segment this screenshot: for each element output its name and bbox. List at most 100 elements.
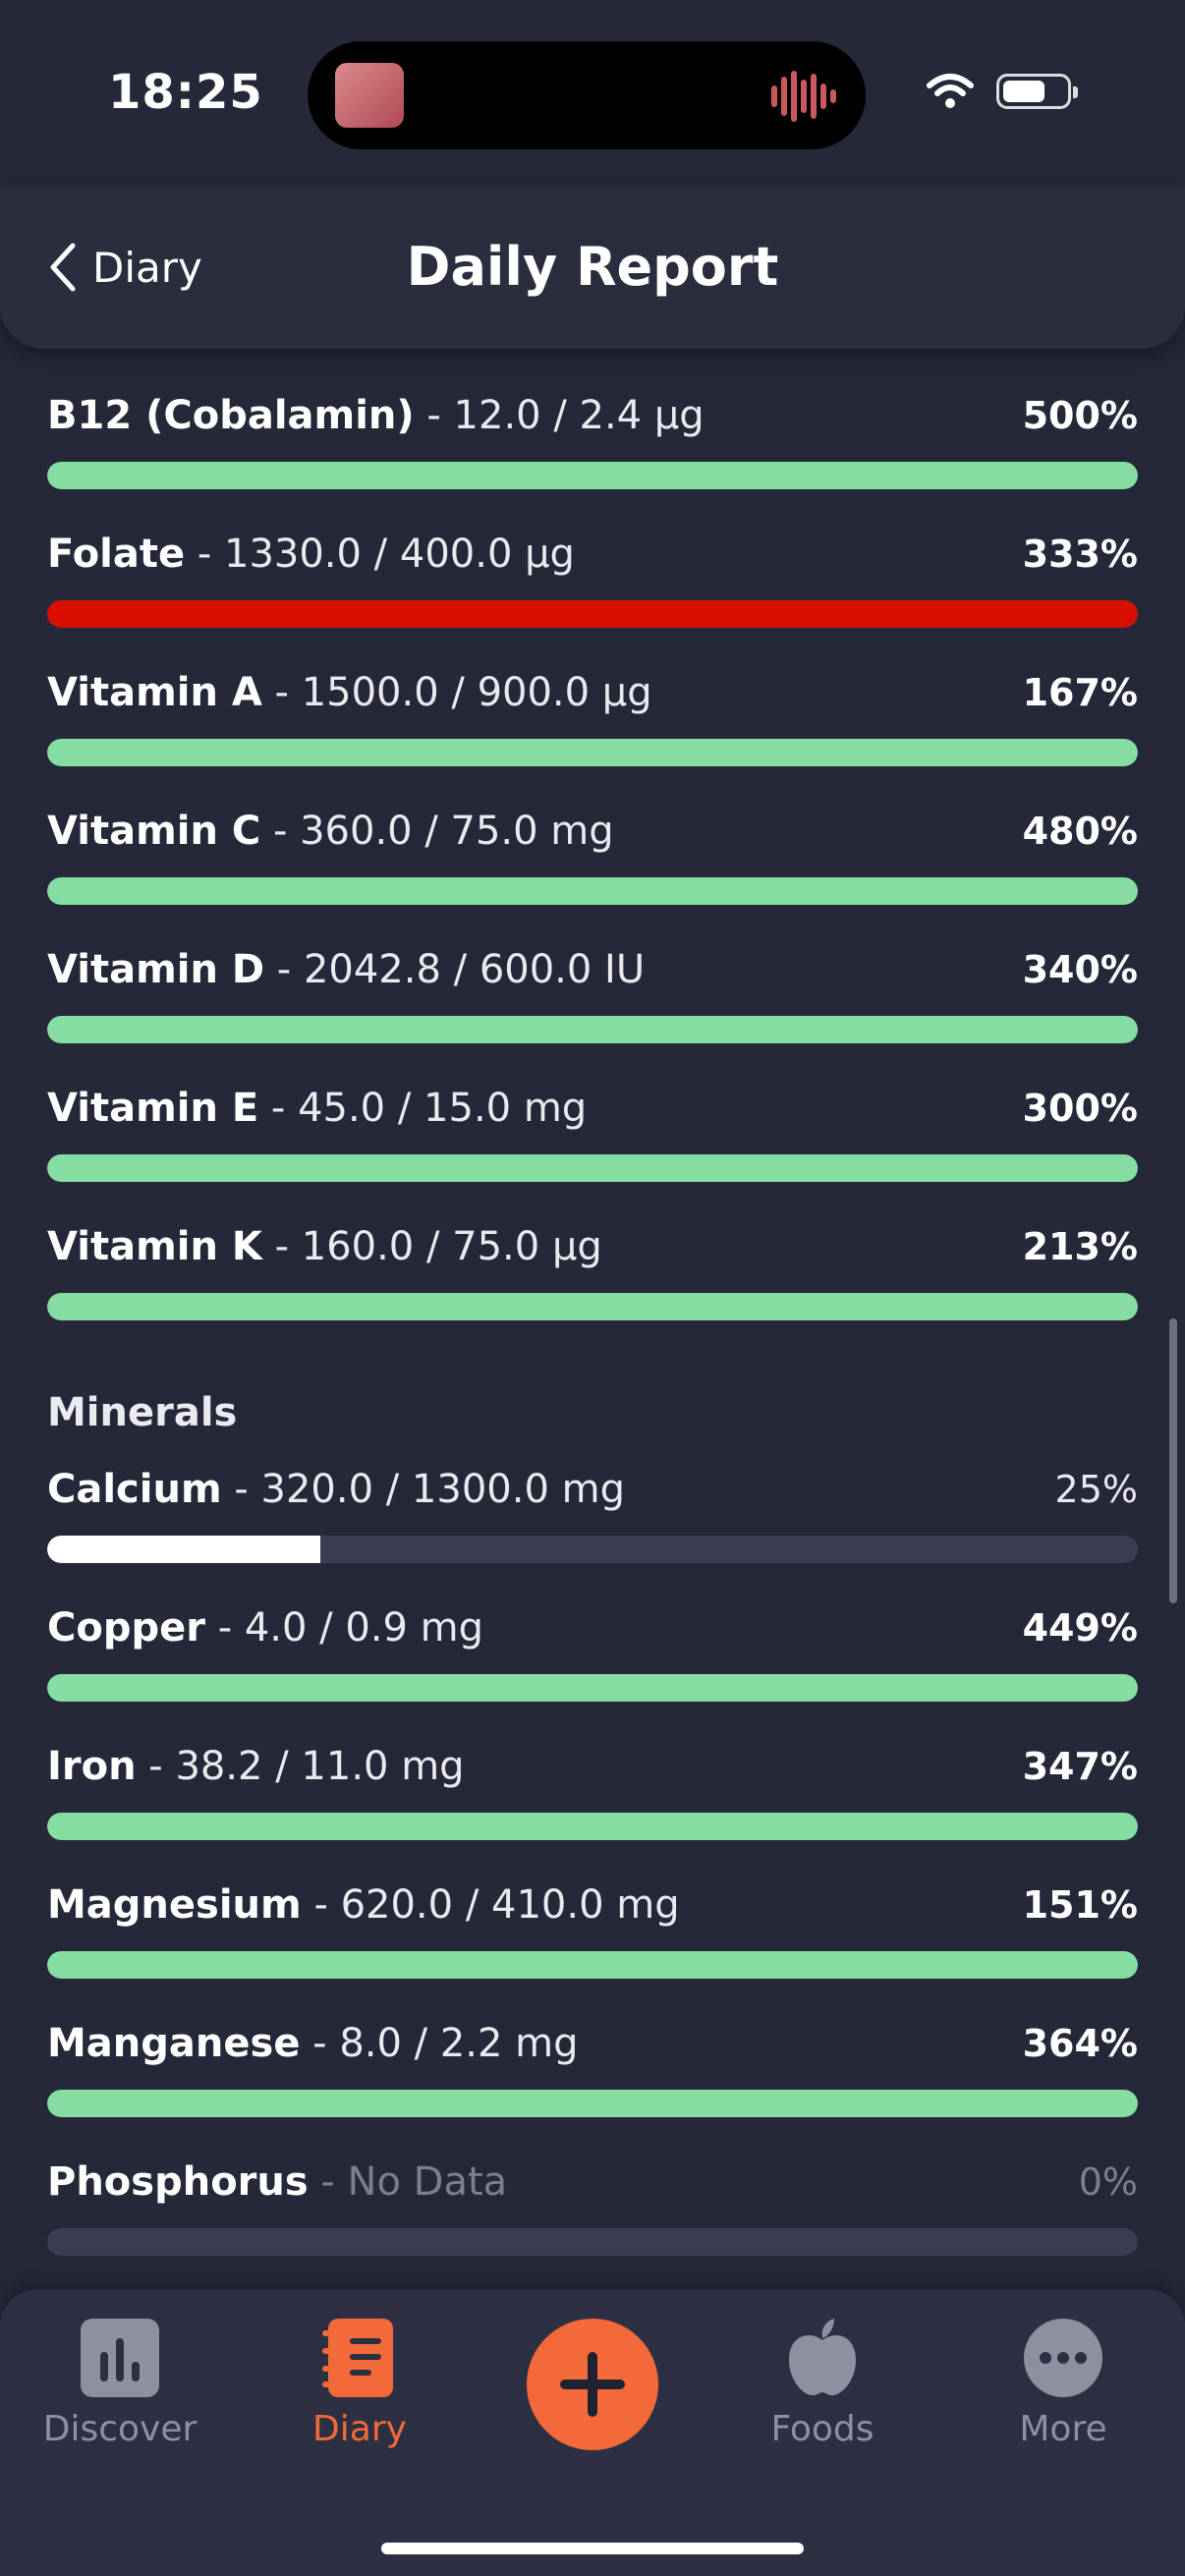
nutrient-name: Vitamin E bbox=[47, 1086, 259, 1131]
add-entry-button[interactable] bbox=[527, 2319, 658, 2450]
wifi-icon bbox=[927, 74, 974, 108]
progress-track bbox=[47, 877, 1138, 905]
progress-fill bbox=[47, 2090, 1138, 2117]
progress-track bbox=[47, 1293, 1138, 1320]
nutrient-name: Manganese bbox=[47, 2021, 301, 2066]
progress-fill bbox=[47, 1154, 1138, 1182]
nutrient-row-b12[interactable]: B12 (Cobalamin) - 12.0 / 2.4 µg 500% bbox=[47, 393, 1138, 489]
dynamic-island[interactable] bbox=[308, 41, 866, 149]
nutrient-percent: 364% bbox=[1022, 2022, 1138, 2065]
progress-fill bbox=[47, 1674, 1138, 1702]
nutrient-row-vitamin-e[interactable]: Vitamin E - 45.0 / 15.0 mg 300% bbox=[47, 1086, 1138, 1182]
battery-icon bbox=[996, 74, 1078, 109]
nutrient-row-iron[interactable]: Iron - 38.2 / 11.0 mg 347% bbox=[47, 1744, 1138, 1840]
nutrient-amount: - 12.0 / 2.4 µg bbox=[426, 393, 705, 438]
progress-track bbox=[47, 462, 1138, 489]
progress-track bbox=[47, 600, 1138, 628]
nutrient-row-manganese[interactable]: Manganese - 8.0 / 2.2 mg 364% bbox=[47, 2021, 1138, 2117]
nutrient-amount: - 2042.8 / 600.0 IU bbox=[276, 947, 646, 992]
nutrient-name: B12 (Cobalamin) bbox=[47, 393, 415, 438]
tab-label: Diary bbox=[312, 2409, 407, 2449]
status-time: 18:25 bbox=[108, 65, 263, 120]
status-icons bbox=[926, 73, 1078, 110]
nutrient-row-phosphorus[interactable]: Phosphorus - No Data 0% bbox=[47, 2159, 1138, 2256]
nutrient-amount: - 38.2 / 11.0 mg bbox=[148, 1744, 465, 1789]
progress-fill bbox=[47, 1951, 1138, 1979]
nutrient-amount: - 320.0 / 1300.0 mg bbox=[234, 1467, 625, 1512]
progress-track bbox=[47, 1674, 1138, 1702]
nutrient-row-vitamin-k[interactable]: Vitamin K - 160.0 / 75.0 µg 213% bbox=[47, 1224, 1138, 1320]
nutrient-row-copper[interactable]: Copper - 4.0 / 0.9 mg 449% bbox=[47, 1605, 1138, 1702]
notebook-icon bbox=[322, 2319, 393, 2397]
nutrient-name: Iron bbox=[47, 1744, 137, 1789]
tab-bar: Discover Diary bbox=[0, 2289, 1185, 2576]
tab-label: Discover bbox=[42, 2409, 198, 2449]
nutrient-row-magnesium[interactable]: Magnesium - 620.0 / 410.0 mg 151% bbox=[47, 1882, 1138, 1979]
back-label: Diary bbox=[92, 243, 202, 292]
nutrient-percent: 500% bbox=[1022, 394, 1138, 437]
nutrient-row-vitamin-d[interactable]: Vitamin D - 2042.8 / 600.0 IU 340% bbox=[47, 947, 1138, 1043]
status-bar: 18:25 bbox=[0, 0, 1185, 187]
nutrient-percent: 347% bbox=[1022, 1745, 1138, 1788]
nutrient-percent: 0% bbox=[1078, 2160, 1138, 2204]
progress-track bbox=[47, 2228, 1138, 2256]
section-title-minerals: Minerals bbox=[47, 1390, 238, 1435]
tab-foods[interactable]: Foods bbox=[724, 2317, 921, 2449]
nutrient-name: Copper bbox=[47, 1605, 205, 1651]
progress-fill bbox=[47, 462, 1138, 489]
nav-header: Diary Daily Report bbox=[0, 187, 1185, 349]
scroll-indicator[interactable] bbox=[1169, 1318, 1177, 1603]
progress-fill bbox=[47, 1536, 320, 1563]
bar-chart-icon bbox=[81, 2319, 159, 2397]
nutrient-row-calcium[interactable]: Calcium - 320.0 / 1300.0 mg 25% bbox=[47, 1467, 1138, 1563]
progress-track bbox=[47, 739, 1138, 766]
audio-waveform-icon bbox=[771, 71, 836, 122]
now-playing-artwork bbox=[335, 63, 404, 128]
progress-fill bbox=[47, 739, 1138, 766]
progress-track bbox=[47, 1951, 1138, 1979]
nutrient-amount: - 45.0 / 15.0 mg bbox=[270, 1086, 588, 1131]
nutrient-amount: - No Data bbox=[320, 2159, 508, 2205]
nutrient-percent: 167% bbox=[1022, 671, 1138, 714]
nutrient-row-vitamin-c[interactable]: Vitamin C - 360.0 / 75.0 mg 480% bbox=[47, 809, 1138, 905]
nutrient-row-folate[interactable]: Folate - 1330.0 / 400.0 µg 333% bbox=[47, 532, 1138, 628]
progress-fill bbox=[47, 1016, 1138, 1043]
tab-more[interactable]: More bbox=[965, 2317, 1161, 2449]
tab-diary[interactable]: Diary bbox=[261, 2317, 458, 2449]
nutrient-name: Phosphorus bbox=[47, 2159, 309, 2205]
apple-icon bbox=[789, 2319, 856, 2396]
tab-label: Foods bbox=[770, 2409, 875, 2449]
nutrient-amount: - 4.0 / 0.9 mg bbox=[217, 1605, 484, 1651]
progress-fill bbox=[47, 600, 1138, 628]
progress-track bbox=[47, 1536, 1138, 1563]
nutrient-name: Folate bbox=[47, 532, 186, 577]
progress-track bbox=[47, 1813, 1138, 1840]
nutrient-name: Vitamin C bbox=[47, 809, 261, 854]
nutrient-amount: - 1500.0 / 900.0 µg bbox=[274, 670, 652, 715]
progress-fill bbox=[47, 1813, 1138, 1840]
nutrient-name: Calcium bbox=[47, 1467, 222, 1512]
chevron-left-icon bbox=[50, 243, 76, 292]
nutrient-percent: 480% bbox=[1022, 810, 1138, 853]
tab-discover[interactable]: Discover bbox=[22, 2317, 218, 2449]
plus-icon bbox=[560, 2352, 625, 2417]
nutrient-row-vitamin-a[interactable]: Vitamin A - 1500.0 / 900.0 µg 167% bbox=[47, 670, 1138, 766]
progress-fill bbox=[47, 1293, 1138, 1320]
nutrient-percent: 449% bbox=[1022, 1606, 1138, 1650]
more-dots-icon bbox=[1024, 2319, 1102, 2397]
nutrient-percent: 213% bbox=[1022, 1225, 1138, 1268]
progress-track bbox=[47, 2090, 1138, 2117]
home-indicator[interactable] bbox=[381, 2543, 804, 2554]
back-button[interactable]: Diary bbox=[47, 238, 202, 297]
nutrient-name: Vitamin A bbox=[47, 670, 262, 715]
progress-fill bbox=[47, 877, 1138, 905]
nutrient-name: Vitamin D bbox=[47, 947, 265, 992]
report-content[interactable]: B12 (Cobalamin) - 12.0 / 2.4 µg 500% Fol… bbox=[0, 349, 1185, 2289]
nutrient-percent: 300% bbox=[1022, 1087, 1138, 1130]
nutrient-percent: 151% bbox=[1022, 1883, 1138, 1927]
nutrient-amount: - 620.0 / 410.0 mg bbox=[313, 1882, 680, 1928]
nutrient-amount: - 8.0 / 2.2 mg bbox=[312, 2021, 579, 2066]
nutrient-name: Vitamin K bbox=[47, 1224, 262, 1269]
progress-track bbox=[47, 1016, 1138, 1043]
